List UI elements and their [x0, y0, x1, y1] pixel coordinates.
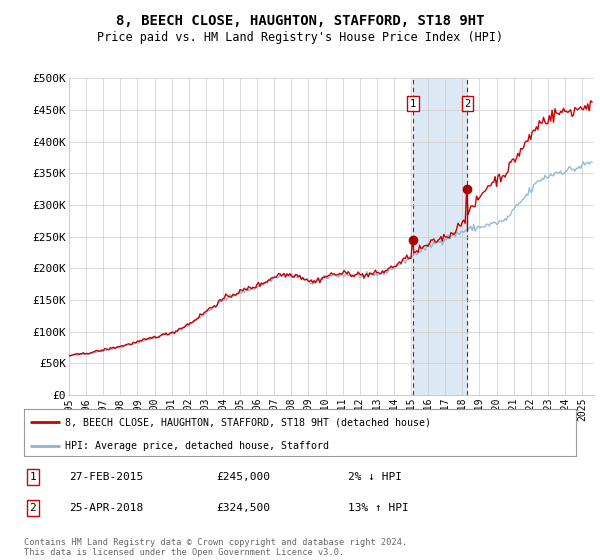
- Text: 13% ↑ HPI: 13% ↑ HPI: [348, 503, 409, 513]
- Text: Price paid vs. HM Land Registry's House Price Index (HPI): Price paid vs. HM Land Registry's House …: [97, 31, 503, 44]
- Text: 8, BEECH CLOSE, HAUGHTON, STAFFORD, ST18 9HT (detached house): 8, BEECH CLOSE, HAUGHTON, STAFFORD, ST18…: [65, 417, 431, 427]
- Text: 1: 1: [29, 472, 37, 482]
- Text: Contains HM Land Registry data © Crown copyright and database right 2024.
This d: Contains HM Land Registry data © Crown c…: [24, 538, 407, 557]
- Text: 2: 2: [29, 503, 37, 513]
- Text: HPI: Average price, detached house, Stafford: HPI: Average price, detached house, Staf…: [65, 441, 329, 451]
- Text: 2: 2: [464, 99, 470, 109]
- Bar: [413, 78, 467, 395]
- Text: £324,500: £324,500: [216, 503, 270, 513]
- Text: 2% ↓ HPI: 2% ↓ HPI: [348, 472, 402, 482]
- Text: 1: 1: [410, 99, 416, 109]
- Text: £245,000: £245,000: [216, 472, 270, 482]
- Text: 25-APR-2018: 25-APR-2018: [69, 503, 143, 513]
- Text: 27-FEB-2015: 27-FEB-2015: [69, 472, 143, 482]
- Text: 8, BEECH CLOSE, HAUGHTON, STAFFORD, ST18 9HT: 8, BEECH CLOSE, HAUGHTON, STAFFORD, ST18…: [116, 14, 484, 28]
